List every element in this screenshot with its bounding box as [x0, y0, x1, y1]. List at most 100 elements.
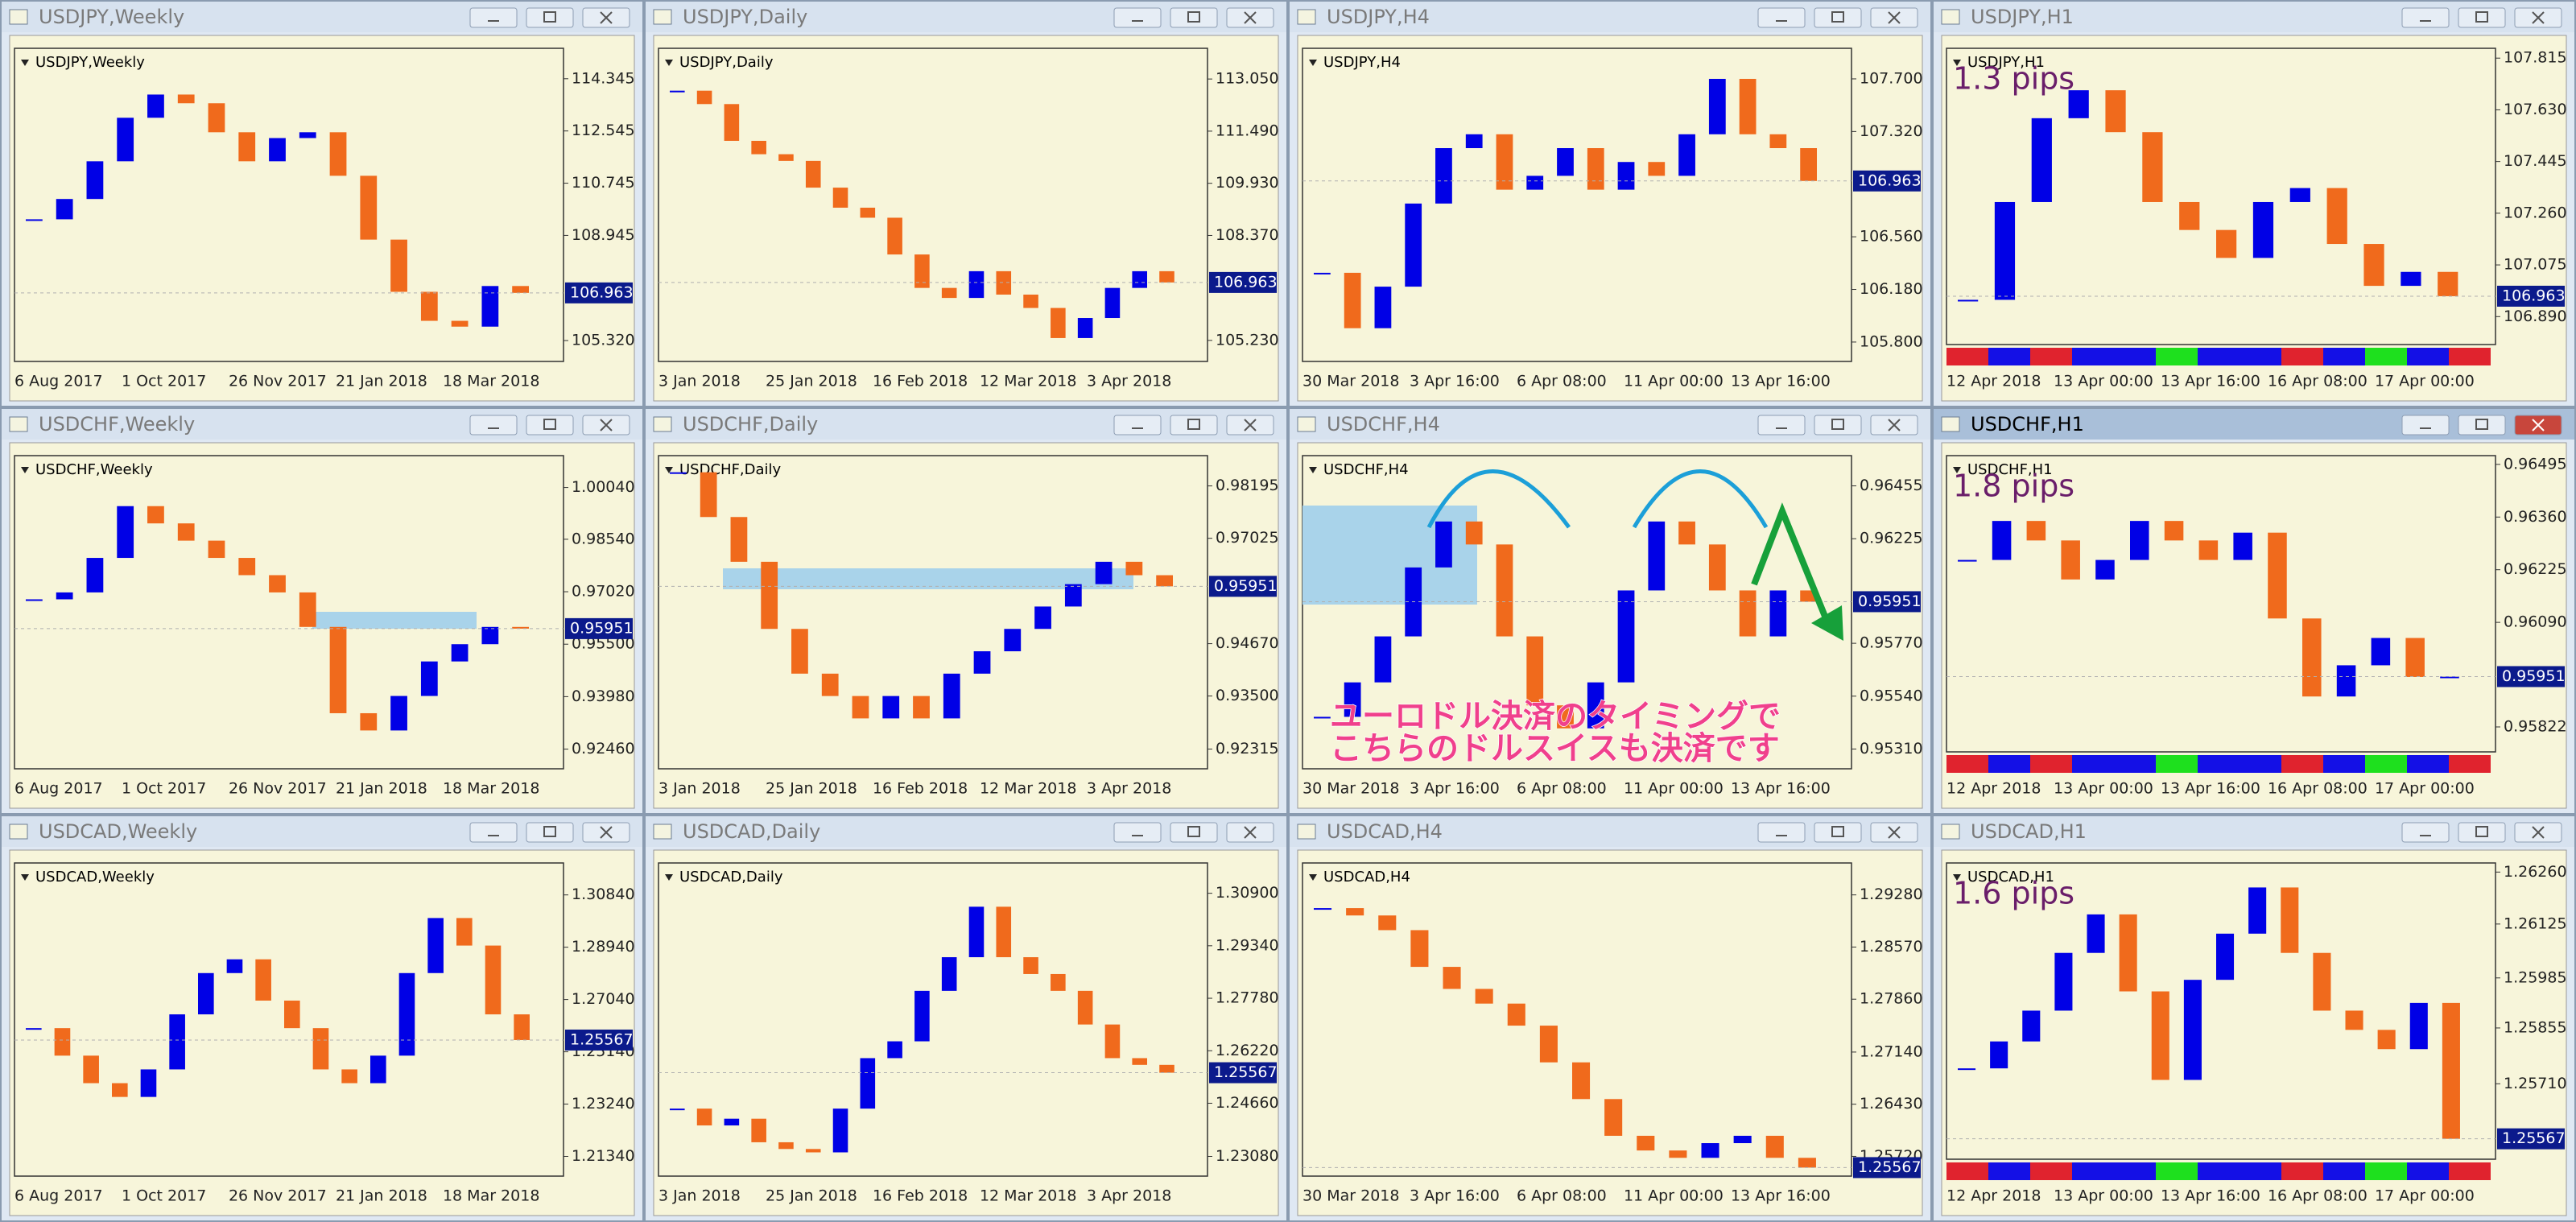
date-label: 3 Apr 16:00 — [1410, 373, 1500, 390]
session-bar — [1988, 348, 2030, 365]
button-glyph — [1888, 419, 1901, 431]
candle — [1435, 521, 1452, 568]
candle — [2068, 90, 2089, 118]
window-title: USDCHF,H1 — [1971, 413, 2084, 436]
candle — [821, 673, 839, 696]
candle — [1733, 1135, 1752, 1144]
candle — [791, 629, 808, 674]
window-button-min[interactable] — [2401, 7, 2450, 28]
candle — [255, 959, 271, 1001]
session-bar — [2323, 755, 2365, 773]
candle — [1539, 1026, 1558, 1063]
candle — [1739, 590, 1757, 637]
window-icon — [1941, 9, 1960, 25]
window-button-min[interactable] — [1757, 415, 1806, 436]
window-button-max[interactable] — [526, 415, 574, 436]
window-button-min[interactable] — [469, 415, 518, 436]
session-bar — [2240, 348, 2281, 365]
window-button-min[interactable] — [1113, 822, 1162, 843]
candle — [83, 1055, 99, 1084]
price-label: 106.890 — [2504, 308, 2567, 325]
date-label: 12 Mar 2018 — [980, 1187, 1076, 1205]
candle — [26, 219, 43, 221]
chart-window: USDJPY,H4 USDJPY,H4 107.700 107.320 106.560 1… — [1288, 0, 1932, 407]
candle — [1648, 521, 1666, 591]
candle — [2440, 676, 2459, 679]
window-button-max[interactable] — [2458, 415, 2506, 436]
candle — [914, 990, 930, 1042]
candle — [56, 199, 73, 220]
price-label: 0.95310 — [1860, 740, 1923, 758]
session-bar — [2114, 1162, 2156, 1180]
date-label: 3 Apr 2018 — [1087, 780, 1171, 798]
candle — [1077, 318, 1093, 338]
candle — [54, 1028, 71, 1056]
price-label: 1.28570 — [1860, 938, 1923, 956]
button-glyph — [600, 419, 613, 431]
window-button-max[interactable] — [2458, 822, 2506, 843]
price-label: 0.95500 — [572, 635, 635, 653]
window-button-max[interactable] — [1814, 822, 1862, 843]
session-bar — [1946, 348, 1988, 365]
candle — [1708, 544, 1726, 591]
window-button-max[interactable] — [1170, 415, 1218, 436]
button-glyph — [1888, 826, 1901, 839]
window-button-min[interactable] — [2401, 822, 2450, 843]
session-bar — [2072, 1162, 2114, 1180]
current-price: 1.25567 — [570, 1030, 634, 1048]
window-button-min[interactable] — [469, 7, 518, 28]
window-title: USDCAD,Weekly — [39, 820, 197, 843]
current-price: 106.963 — [2502, 287, 2566, 304]
session-bar — [2281, 1162, 2323, 1180]
current-price: 1.25567 — [1214, 1063, 1278, 1081]
window-button-max[interactable] — [1814, 415, 1862, 436]
window-button-max[interactable] — [1814, 7, 1862, 28]
window-button-max[interactable] — [1170, 7, 1218, 28]
candle — [1648, 162, 1666, 176]
candle — [2022, 1010, 2041, 1042]
window-button-min[interactable] — [469, 822, 518, 843]
candle — [451, 644, 469, 662]
candle — [1344, 272, 1361, 328]
window-button-max[interactable] — [2458, 7, 2506, 28]
candle — [1314, 272, 1331, 275]
session-bar — [2030, 348, 2072, 365]
window-icon — [1297, 416, 1316, 432]
candle — [2438, 271, 2458, 296]
candle — [2248, 887, 2267, 934]
candle — [730, 517, 748, 562]
plot-frame — [1302, 47, 1852, 362]
candle — [2377, 1030, 2396, 1050]
candle — [1800, 148, 1818, 181]
window-button-min[interactable] — [1757, 7, 1806, 28]
candle — [1435, 148, 1452, 204]
current-price-box — [2497, 1128, 2565, 1150]
price-label: 111.490 — [1216, 122, 1279, 139]
chart-area — [1297, 35, 1923, 402]
price-label: 1.27860 — [1860, 990, 1923, 1008]
symbol-marker — [1309, 467, 1317, 473]
window-button-min[interactable] — [1113, 7, 1162, 28]
candle — [481, 286, 499, 327]
candle — [1990, 1041, 2008, 1069]
window-button-max[interactable] — [1170, 822, 1218, 843]
chart-area — [653, 35, 1279, 402]
price-label: 114.345 — [572, 69, 635, 87]
plot-frame — [1302, 455, 1852, 770]
candle — [1557, 705, 1574, 729]
price-label: 1.27780 — [1216, 989, 1279, 1007]
annotation-text: こちらのドルスイスも決済です — [1330, 730, 1780, 767]
date-label: 1 Oct 2017 — [122, 1187, 206, 1205]
window-button-max[interactable] — [526, 7, 574, 28]
price-label: 1.00040 — [572, 478, 635, 496]
window-button-min[interactable] — [1113, 415, 1162, 436]
date-label: 30 Mar 2018 — [1302, 780, 1399, 798]
window-button-min[interactable] — [1757, 822, 1806, 843]
session-bar — [2407, 755, 2449, 773]
window-button-min[interactable] — [2401, 415, 2450, 436]
candle — [1023, 294, 1038, 308]
price-label: 107.320 — [1860, 122, 1923, 140]
window-button-max[interactable] — [526, 822, 574, 843]
candle — [1475, 989, 1493, 1004]
window-icon — [1941, 416, 1960, 432]
